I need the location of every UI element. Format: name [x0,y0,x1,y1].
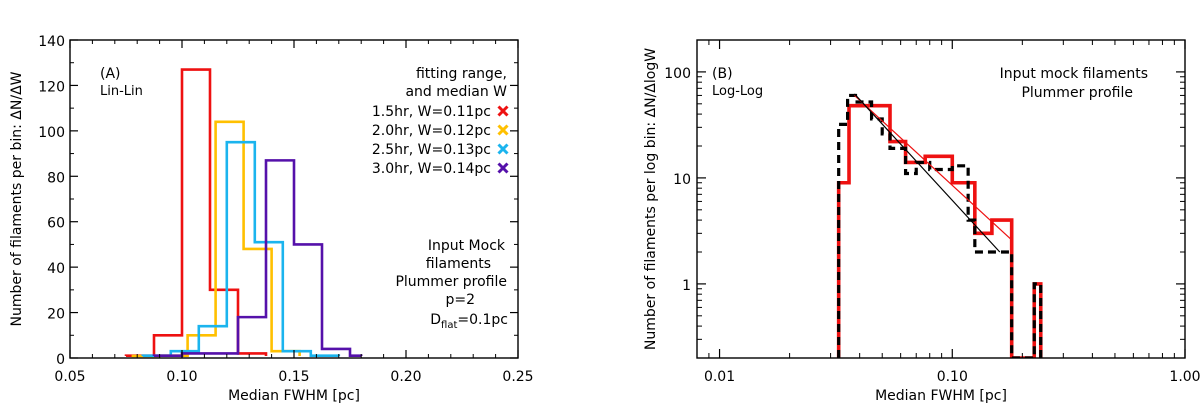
panel-b-histograms [836,93,1043,358]
dflat-symbol: D [430,312,441,328]
annotation-plummer-profile: Plummer profile [1021,85,1133,101]
x-tick-label: 1.00 [1169,369,1200,385]
panel-a-ylabel: Number of filaments per bin: ΔN/ΔW [9,71,25,326]
panel-b-xlabel: Median FWHM [pc] [875,388,1007,404]
panel-b-frame [696,39,1186,359]
legend-marker-1 [497,124,509,136]
x-tick-label: 0.10 [166,369,197,385]
legend-marker-0 [497,105,509,117]
fit-line-1 [854,93,1001,253]
annotation-input-mock-filaments: Input mock filaments [1000,66,1148,82]
x-tick-label: 0.15 [278,369,309,385]
panel-a-legend: fitting range, and median W 1.5hr, W=0.1… [372,66,507,177]
legend-entry-3-0hr: 3.0hr, W=0.14pc [372,161,491,177]
legend-marker-3 [497,162,509,174]
legend-title-line-2: and median W [405,84,507,100]
histogram-series-3 [152,159,363,358]
y-tick-label: 100 [664,66,691,82]
y-tick-label: 1 [682,278,691,294]
panel-a-ticks: 0.05 0.10 0.15 0.20 0.25 0 20 40 60 80 100 120 140 [38,34,533,385]
y-tick-label: 100 [38,125,65,141]
x-tick-label: 0.25 [502,369,533,385]
panel-b-ticks: 0.01 0.10 1.00 1 10 100 [664,39,1200,385]
panel-b-fit-lines [854,93,1013,253]
x-tick-label: 0.20 [390,369,421,385]
annotation-input-mock: Input Mock [428,238,506,254]
legend-entry-1-5hr: 1.5hr, W=0.11pc [372,104,491,120]
y-tick-label: 60 [47,216,65,232]
y-tick-label: 120 [38,79,65,95]
x-tick-label: 0.05 [54,369,85,385]
legend-marker-2 [497,143,509,155]
panel-a-label: (A) [100,66,121,82]
histogram-series-0 [124,68,268,358]
panel-a-annotation: Input Mock filaments Plummer profile p=2… [395,238,508,331]
y-tick-label: 80 [47,170,65,186]
panel-a-histograms [124,68,363,358]
panel-a-xlabel: Median FWHM [pc] [228,388,360,404]
panel-a: 0.05 0.10 0.15 0.20 0.25 0 20 40 60 80 100 120 140 (… [9,34,534,404]
x-tick-label: 0.01 [704,369,735,385]
legend-entry-2-5hr: 2.5hr, W=0.13pc [372,142,491,158]
panel-b-ylabel: Number of filaments per log bin: ΔN/Δlog… [643,48,659,350]
histogram-series-2 [141,140,341,358]
y-tick-label: 140 [38,34,65,50]
panel-a-scale-note: Lin-Lin [100,84,143,99]
dflat-value: =0.1pc [457,312,508,328]
panel-b-label: (B) [712,66,733,82]
legend-title-line-1: fitting range, [416,66,507,82]
y-tick-label: 40 [47,261,65,277]
x-tick-label: 0.10 [937,369,968,385]
panel-a-legend-markers [497,105,509,174]
annotation-p: p=2 [445,292,475,308]
annotation-filaments: filaments [426,256,491,272]
annotation-dflat: Dflat=0.1pc [430,312,508,331]
y-tick-label: 0 [56,352,65,368]
legend-entry-2-0hr: 2.0hr, W=0.12pc [372,123,491,139]
dflat-subscript: flat [441,320,457,331]
y-tick-label: 20 [47,307,65,323]
panel-b: 0.01 0.10 1.00 1 10 100 (B) Log-Log Input moc… [643,39,1200,404]
fit-line-0 [854,94,1013,241]
annotation-plummer: Plummer profile [395,274,507,290]
panel-b-annotation: Input mock filaments Plummer profile [1000,66,1148,101]
histogram-series-1 [131,120,301,358]
panel-b-scale-note: Log-Log [712,84,763,99]
y-tick-label: 10 [673,172,691,188]
